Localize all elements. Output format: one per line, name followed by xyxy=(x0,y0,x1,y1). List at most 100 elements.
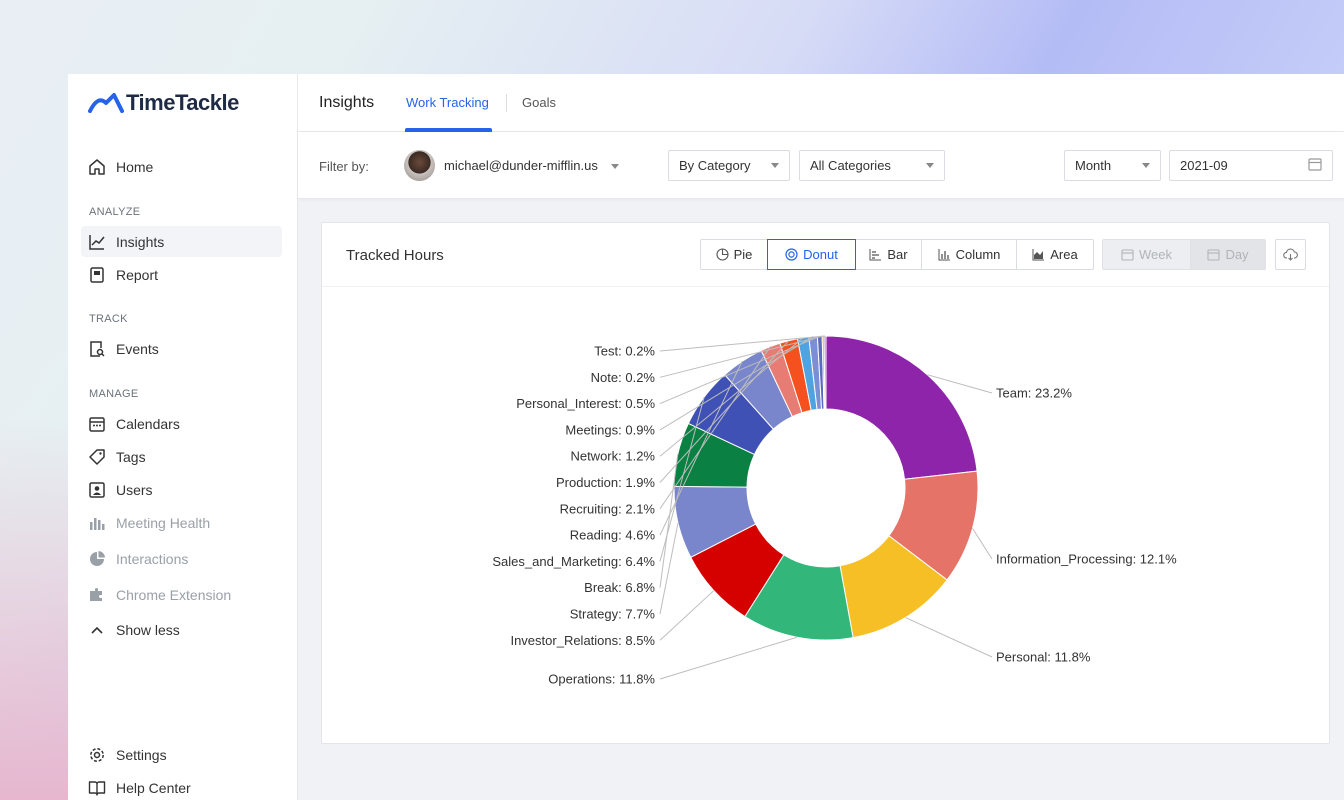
label-connector xyxy=(927,374,993,394)
sidebar-item-interactions[interactable]: Interactions xyxy=(81,543,282,574)
donut-slice-test[interactable] xyxy=(823,335,827,410)
category-value: All Categories xyxy=(810,158,891,173)
chart-type-area-button[interactable]: Area xyxy=(1016,239,1094,270)
card-header: Tracked Hours Pie Donut Bar xyxy=(322,223,1329,287)
user-email: michael@dunder-mifflin.us xyxy=(444,158,598,173)
home-icon xyxy=(87,157,107,177)
slice-label-meetings: Meetings: 0.9% xyxy=(565,422,655,437)
slice-label-investor-relations: Investor_Relations: 8.5% xyxy=(510,633,655,648)
column-icon xyxy=(938,249,950,261)
chart-type-bar-button[interactable]: Bar xyxy=(855,239,922,270)
sidebar-item-tags[interactable]: Tags xyxy=(81,441,282,472)
label-connector xyxy=(659,454,679,588)
section-label-track: TRACK xyxy=(89,313,128,325)
sidebar-item-insights[interactable]: Insights xyxy=(81,226,282,257)
bar-chart-icon xyxy=(87,513,107,533)
main-content: Insights Work Tracking Goals Filter by: … xyxy=(298,74,1344,800)
group-by-select[interactable]: By Category xyxy=(668,150,790,181)
chevron-down-icon xyxy=(771,163,779,168)
app-window: TimeTackle Home ANALYZE Insights Report … xyxy=(68,74,1344,800)
trend-chart-icon xyxy=(87,232,107,252)
sidebar-item-events[interactable]: Events xyxy=(81,333,282,364)
sidebar-item-label: Users xyxy=(116,481,153,498)
slice-label-production: Production: 1.9% xyxy=(556,475,655,490)
book-icon xyxy=(87,778,107,798)
sidebar-item-label: Calendars xyxy=(116,415,180,432)
chart-type-pie-button[interactable]: Pie xyxy=(700,239,768,270)
user-filter-select[interactable]: michael@dunder-mifflin.us xyxy=(444,158,620,173)
label-connector xyxy=(659,335,820,405)
events-search-icon xyxy=(87,339,107,359)
chart-type-label: Donut xyxy=(803,247,838,262)
area-icon xyxy=(1032,249,1045,261)
donut-slice-team[interactable] xyxy=(825,335,978,480)
sidebar-item-label: Settings xyxy=(116,746,167,763)
chevron-down-icon xyxy=(926,163,934,168)
download-button[interactable] xyxy=(1275,239,1306,270)
sidebar-item-label: Meeting Health xyxy=(116,514,211,531)
tracked-hours-card: Tracked Hours Pie Donut Bar xyxy=(321,222,1330,744)
sidebar-item-label: Interactions xyxy=(116,550,189,567)
period-value: Month xyxy=(1075,158,1112,173)
chevron-down-icon xyxy=(1142,163,1150,168)
slice-label-operations: Operations: 11.8% xyxy=(548,672,655,687)
donut-chart: Team: 23.2% Information_Processing: 12.1%… xyxy=(492,335,1177,687)
sidebar-item-settings[interactable]: Settings xyxy=(81,739,282,770)
label-connector xyxy=(659,335,826,352)
sidebar-item-report[interactable]: Report xyxy=(81,259,282,290)
label-connector xyxy=(905,617,993,658)
sidebar-item-home[interactable]: Home xyxy=(81,151,282,182)
logo-icon xyxy=(88,93,124,113)
sidebar-item-chrome-extension[interactable]: Chrome Extension xyxy=(81,579,282,610)
report-icon xyxy=(87,265,107,285)
chart-type-label: Bar xyxy=(887,247,908,262)
sidebar-item-label: Events xyxy=(116,340,159,357)
cloud-download-icon xyxy=(1283,248,1298,261)
sidebar: TimeTackle Home ANALYZE Insights Report … xyxy=(68,74,298,800)
slice-label-information-processing: Information_Processing: 12.1% xyxy=(996,552,1177,567)
sidebar-item-label: Insights xyxy=(116,233,165,250)
sidebar-item-label: Show less xyxy=(116,621,180,638)
granularity-label: Week xyxy=(1139,247,1172,262)
sidebar-item-label: Chrome Extension xyxy=(116,586,232,603)
chevron-down-icon xyxy=(611,164,620,170)
slice-label-reading: Reading: 4.6% xyxy=(570,528,656,543)
date-value: 2021-09 xyxy=(1180,158,1228,173)
tab-goals[interactable]: Goals xyxy=(522,95,556,110)
puzzle-icon xyxy=(87,585,107,605)
group-by-value: By Category xyxy=(679,158,751,173)
active-tab-indicator xyxy=(405,128,492,132)
sidebar-item-calendars[interactable]: Calendars xyxy=(81,408,282,439)
chart-type-switcher: Pie Donut Bar Column xyxy=(700,239,1094,270)
date-picker[interactable]: 2021-09 xyxy=(1169,150,1333,181)
sidebar-item-help-center[interactable]: Help Center xyxy=(81,772,282,800)
label-connector xyxy=(659,335,824,378)
calendar-icon xyxy=(1207,249,1220,261)
bar-icon xyxy=(869,249,882,261)
chart-type-donut-button[interactable]: Donut xyxy=(767,239,856,270)
app-logo[interactable]: TimeTackle xyxy=(88,90,239,116)
granularity-week-button[interactable]: Week xyxy=(1102,239,1191,270)
period-select[interactable]: Month xyxy=(1064,150,1161,181)
top-bar: Insights Work Tracking Goals xyxy=(298,74,1344,132)
donut-icon xyxy=(785,248,798,261)
chevron-up-icon xyxy=(87,620,107,640)
calendar-icon xyxy=(1308,157,1322,174)
sidebar-item-meeting-health[interactable]: Meeting Health xyxy=(81,507,282,538)
chart-type-column-button[interactable]: Column xyxy=(921,239,1017,270)
show-less-toggle[interactable]: Show less xyxy=(81,614,282,645)
chart-type-label: Area xyxy=(1050,247,1078,262)
chart-area: Team: 23.2% Information_Processing: 12.1%… xyxy=(322,288,1329,744)
granularity-day-button[interactable]: Day xyxy=(1190,239,1266,270)
tab-work-tracking[interactable]: Work Tracking xyxy=(406,95,489,110)
slice-label-sales-and-marketing: Sales_and_Marketing: 6.4% xyxy=(492,554,655,569)
sidebar-item-users[interactable]: Users xyxy=(81,474,282,505)
category-select[interactable]: All Categories xyxy=(799,150,945,181)
calendar-icon xyxy=(1121,249,1134,261)
gear-icon xyxy=(87,745,107,765)
sidebar-item-label: Help Center xyxy=(116,779,191,796)
avatar[interactable] xyxy=(404,150,435,181)
sidebar-item-label: Report xyxy=(116,266,159,283)
slice-label-note: Note: 0.2% xyxy=(591,370,656,385)
filter-label: Filter by: xyxy=(319,159,369,174)
